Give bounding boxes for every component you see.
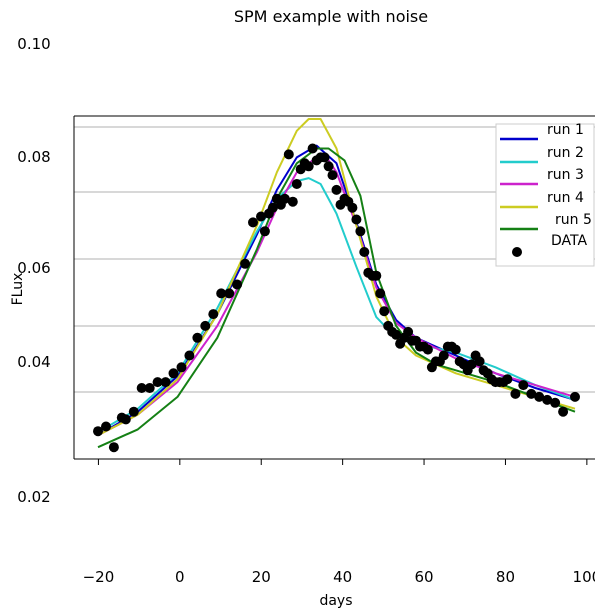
data-point [502, 374, 513, 385]
legend-swatch-data [512, 247, 522, 257]
data-point [240, 258, 251, 269]
data-point [200, 320, 211, 331]
data-point [283, 149, 294, 160]
data-point [192, 332, 203, 343]
data-point [542, 394, 553, 405]
legend-label-data: DATA [551, 233, 587, 249]
data-point [108, 442, 119, 453]
x-axis: −20 0 20 40 60 80 100 [83, 459, 595, 586]
data-point [136, 383, 147, 393]
data-point [152, 377, 163, 388]
data-point [558, 406, 569, 417]
data-point [128, 406, 139, 417]
x-tick-label: 0 [175, 568, 185, 586]
series-line-run-2 [97, 177, 576, 434]
data-point [279, 193, 290, 204]
data-point [93, 426, 103, 437]
data-point [267, 202, 278, 213]
data-points [93, 143, 580, 453]
data-point [232, 279, 243, 290]
y-axis-label: FLux [10, 273, 26, 306]
data-point [331, 184, 342, 195]
data-point [359, 247, 370, 257]
data-point [259, 226, 270, 237]
legend-label-run-2: run 2 [547, 145, 584, 161]
data-point [466, 359, 477, 370]
data-point [450, 344, 461, 355]
data-point [208, 309, 219, 320]
x-tick-label: 80 [496, 568, 515, 586]
data-point [518, 380, 529, 391]
data-point [570, 391, 580, 402]
x-tick-label: 20 [252, 568, 271, 586]
y-tick-label: 0.10 [17, 35, 50, 53]
legend-label-run-4: run 4 [547, 190, 584, 206]
data-point [303, 161, 314, 172]
data-point [375, 288, 386, 299]
chart-title: SPM example with noise [234, 7, 428, 26]
data-point [224, 288, 235, 299]
data-point [168, 368, 179, 379]
data-point [327, 170, 338, 181]
x-tick-label: 40 [333, 568, 352, 586]
data-point [144, 383, 155, 393]
data-point [403, 326, 414, 337]
data-point [256, 211, 266, 222]
data-point [351, 214, 362, 225]
legend-label-run-5: run 5 [555, 212, 592, 228]
data-point [287, 196, 298, 207]
y-axis: 0.02 0.04 0.06 0.08 0.10 [17, 35, 50, 506]
y-tick-label: 0.02 [17, 488, 50, 506]
data-point [534, 391, 545, 402]
plot-frame [73, 115, 595, 460]
data-point [347, 202, 358, 213]
data-point [176, 362, 187, 373]
series-line-run-5 [97, 147, 576, 449]
data-point [379, 306, 390, 317]
legend-label-run-1: run 1 [547, 122, 584, 138]
y-tick-label: 0.08 [17, 148, 50, 166]
data-point [550, 397, 561, 408]
data-point [248, 217, 258, 228]
data-point [101, 421, 111, 432]
data-point [323, 161, 334, 172]
data-point [422, 344, 433, 355]
y-tick-label: 0.06 [17, 259, 50, 277]
legend-label-run-3: run 3 [547, 167, 584, 183]
x-tick-label: 100 [573, 568, 595, 586]
x-tick-label: 60 [415, 568, 434, 586]
legend: run 1 run 2 run 3 run 4 run 5 DATA [495, 122, 595, 267]
data-point [160, 377, 171, 388]
series-line-run-4 [97, 118, 576, 437]
data-point [319, 152, 330, 163]
x-axis-label: days [319, 593, 352, 609]
data-point [184, 350, 195, 361]
data-point [291, 179, 302, 189]
data-point [474, 356, 485, 367]
data-point [526, 388, 537, 399]
data-point [307, 143, 318, 154]
y-tick-label: 0.04 [17, 353, 50, 371]
data-point [355, 226, 366, 237]
data-point [216, 288, 227, 299]
x-tick-label: −20 [83, 568, 115, 586]
data-point [438, 350, 449, 361]
legend-box [495, 123, 595, 267]
data-point [391, 329, 402, 340]
data-point [510, 388, 521, 399]
data-point [371, 270, 382, 281]
data-point [120, 414, 131, 425]
